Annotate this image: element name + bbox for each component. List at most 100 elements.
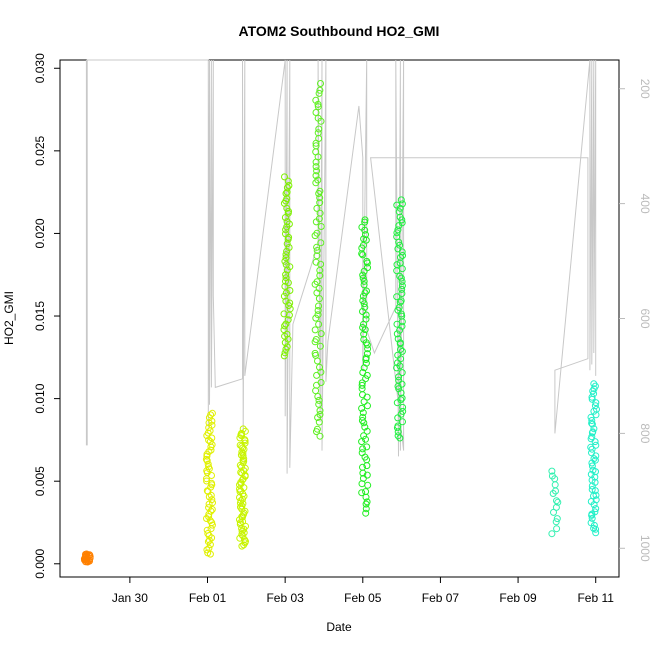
- data-point: [312, 142, 320, 150]
- data-point: [238, 429, 245, 437]
- data-point: [314, 307, 322, 314]
- pressure-line: [85, 59, 597, 474]
- data-point: [313, 229, 321, 237]
- y-tick-label: 0.030: [33, 53, 47, 83]
- data-point: [281, 173, 288, 181]
- data-point: [316, 411, 324, 418]
- data-point: [398, 200, 406, 208]
- data-point: [364, 402, 371, 410]
- data-point: [395, 373, 403, 381]
- data-point: [359, 369, 367, 376]
- data-point: [398, 347, 406, 355]
- data-point: [399, 403, 407, 411]
- data-point: [281, 257, 289, 265]
- data-point: [396, 241, 404, 249]
- data-point: [313, 243, 321, 251]
- data-point: [204, 549, 212, 557]
- data-point: [313, 371, 321, 379]
- data-point: [285, 220, 293, 228]
- data-point: [553, 525, 561, 533]
- data-point: [362, 231, 369, 239]
- data-point: [393, 330, 401, 338]
- data-point: [399, 407, 407, 415]
- data-point: [591, 508, 599, 516]
- y-tick-label: 0.010: [33, 383, 47, 413]
- data-points: [80, 80, 600, 566]
- data-point: [396, 272, 404, 280]
- data-point: [313, 425, 321, 433]
- data-point: [393, 233, 401, 241]
- data-point: [203, 526, 211, 534]
- data-point: [311, 326, 319, 334]
- data-point: [394, 335, 402, 343]
- data-point: [358, 404, 366, 412]
- data-point: [358, 223, 366, 231]
- data-point: [588, 445, 596, 453]
- data-point: [282, 230, 289, 238]
- data-point: [551, 481, 559, 489]
- data-point: [312, 163, 320, 171]
- data-point: [361, 216, 369, 224]
- data-point: [394, 226, 402, 234]
- y-tick-label: 0.005: [33, 466, 47, 496]
- data-point: [359, 251, 367, 259]
- data-point: [283, 195, 291, 203]
- data-point: [362, 354, 370, 362]
- data-point: [548, 530, 556, 538]
- data-point: [314, 103, 322, 111]
- data-point: [361, 289, 369, 297]
- data-point: [317, 368, 325, 376]
- data-point: [592, 529, 600, 537]
- data-point: [285, 182, 293, 189]
- data-point: [316, 407, 324, 415]
- data-point: [282, 274, 290, 282]
- data-point: [315, 89, 323, 97]
- data-point: [241, 427, 249, 435]
- data-point: [208, 472, 215, 479]
- data-point: [238, 463, 245, 471]
- right-tick-label: 200: [638, 79, 650, 99]
- data-point: [361, 423, 369, 431]
- data-point: [359, 308, 366, 315]
- data-point: [393, 293, 401, 301]
- data-point: [588, 486, 596, 493]
- data-point: [238, 432, 245, 440]
- data-point: [397, 196, 405, 204]
- data-point: [284, 177, 292, 185]
- data-point: [315, 295, 323, 303]
- data-point: [396, 339, 404, 347]
- x-axis-label: Date: [326, 620, 352, 634]
- data-point: [237, 451, 245, 459]
- data-point: [202, 455, 210, 463]
- data-point: [399, 418, 406, 426]
- data-point: [283, 240, 291, 248]
- x-tick-label: Feb 07: [422, 591, 460, 605]
- data-point: [398, 394, 406, 402]
- data-point: [358, 381, 366, 389]
- data-point: [313, 204, 321, 212]
- data-point: [317, 260, 325, 268]
- data-point: [282, 320, 290, 328]
- data-point: [394, 422, 402, 430]
- chart-title: ATOM2 Southbound HO2_GMI: [239, 23, 440, 39]
- data-point: [312, 336, 320, 343]
- data-point: [283, 188, 291, 196]
- data-point: [359, 463, 366, 471]
- data-point: [361, 303, 369, 311]
- data-point: [208, 409, 216, 417]
- right-tick-label: 600: [638, 308, 650, 328]
- data-point: [398, 282, 406, 290]
- x-tick-label: Feb 01: [189, 591, 227, 605]
- data-point: [363, 498, 371, 506]
- data-point: [395, 376, 403, 384]
- data-point: [363, 443, 371, 451]
- data-point: [588, 433, 596, 441]
- data-point: [362, 375, 370, 383]
- data-point: [552, 503, 560, 511]
- data-point: [203, 515, 210, 522]
- data-point: [286, 287, 294, 294]
- data-point: [362, 505, 370, 513]
- data-point: [240, 509, 248, 517]
- data-point: [360, 336, 368, 343]
- data-point: [312, 172, 320, 180]
